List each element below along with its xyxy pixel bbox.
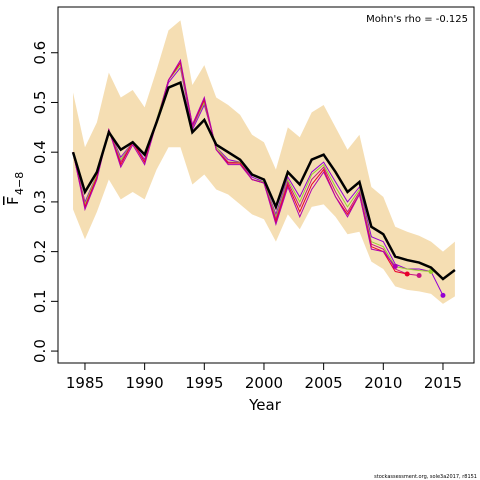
y-tick-label: 0.2 <box>31 240 49 264</box>
x-tick-label: 1995 <box>185 374 223 392</box>
y-tick-label: 0.4 <box>31 140 49 164</box>
series-line <box>71 80 456 281</box>
annotation: Mohn's rho = -0.125 <box>366 14 468 25</box>
y-axis-label: F 4−8 <box>4 172 26 205</box>
x-tick-label: 2000 <box>245 374 283 392</box>
series-line <box>72 61 408 275</box>
x-axis-label: Year <box>248 396 282 414</box>
x-tick-label: 1985 <box>66 374 104 392</box>
x-tick-label: 2010 <box>364 374 402 392</box>
peel-end-point <box>392 264 398 270</box>
y-tick-label: 0.1 <box>31 289 49 313</box>
y-axis-label-subscript: 4−8 <box>13 172 26 195</box>
y-tick-label: 0.5 <box>31 91 49 115</box>
peel-end-point <box>440 292 446 298</box>
x-tick-label: 2005 <box>305 374 343 392</box>
x-tick-label: 2015 <box>424 374 462 392</box>
peel-end-point <box>416 272 422 278</box>
x-tick-label: 1990 <box>126 374 164 392</box>
footer: stockassessment.org, sole3a2017, r8151 <box>374 474 477 480</box>
series-line <box>72 58 396 267</box>
y-tick-label: 0.3 <box>31 190 49 214</box>
confidence-band <box>73 20 455 304</box>
y-tick-label: 0.0 <box>31 339 49 363</box>
peel-end-point <box>404 271 410 277</box>
y-tick-label: 0.6 <box>31 41 49 65</box>
y-axis-label-main: F <box>4 196 22 205</box>
plot-frame <box>57 6 475 364</box>
